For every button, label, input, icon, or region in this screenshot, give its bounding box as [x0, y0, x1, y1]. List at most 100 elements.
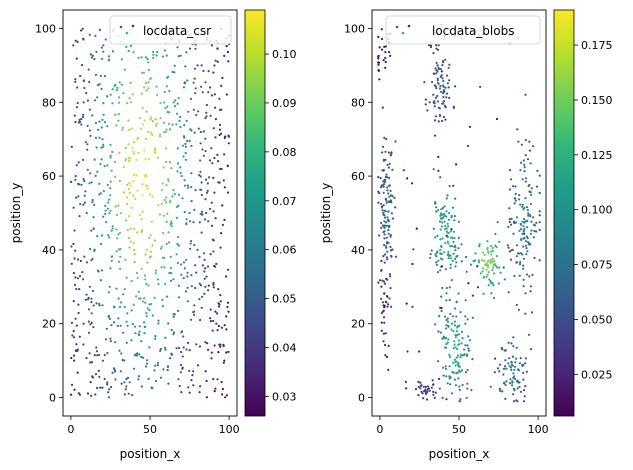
scatter-point — [143, 297, 146, 300]
scatter-point — [517, 198, 521, 201]
scatter-point — [138, 297, 141, 300]
scatter-point — [78, 393, 82, 396]
scatter-point — [449, 254, 452, 257]
scatter-point — [526, 237, 529, 240]
scatter-point — [137, 290, 140, 293]
scatter-point — [515, 216, 519, 219]
scatter-point — [453, 237, 456, 240]
scatter-point — [209, 317, 212, 320]
scatter-point — [176, 205, 179, 208]
scatter-point — [147, 61, 150, 64]
scatter-point — [516, 387, 519, 390]
scatter-point — [523, 236, 526, 239]
scatter-point — [387, 210, 390, 213]
scatter-point — [143, 332, 146, 335]
scatter-point — [464, 344, 467, 347]
scatter-point — [511, 185, 515, 188]
scatter-point — [385, 355, 389, 359]
scatter-point — [524, 362, 527, 365]
scatter-point — [169, 223, 172, 226]
scatter-point — [89, 53, 92, 56]
scatter-point — [447, 218, 450, 221]
scatter-point — [216, 47, 219, 50]
scatter-point — [74, 178, 77, 181]
scatter-point — [443, 104, 447, 107]
scatter-point — [142, 123, 145, 126]
scatter-point — [434, 115, 438, 118]
scatter-point — [481, 270, 484, 273]
scatter-point — [126, 324, 129, 327]
scatter-point — [515, 303, 518, 307]
scatter-point — [524, 312, 527, 315]
scatter-point — [150, 303, 153, 306]
scatter-point — [489, 261, 492, 264]
scatter-point — [163, 49, 166, 52]
scatter-point — [200, 193, 203, 197]
scatter-point — [209, 114, 212, 117]
scatter-point — [454, 85, 457, 88]
scatter-point — [70, 356, 73, 360]
scatter-point — [73, 229, 76, 232]
scatter-point — [449, 383, 452, 386]
scatter-point — [521, 178, 524, 181]
scatter-point — [476, 265, 479, 268]
scatter-point — [417, 385, 420, 389]
scatter-point — [206, 265, 210, 268]
scatter-point — [212, 286, 215, 289]
scatter-point — [90, 297, 93, 300]
scatter-point — [166, 110, 169, 114]
scatter-point — [176, 102, 179, 105]
scatter-point — [430, 386, 433, 389]
scatter-point — [115, 228, 118, 231]
scatter-point — [448, 298, 451, 302]
scatter-point — [222, 179, 225, 182]
scatter-point — [144, 81, 147, 85]
scatter-point — [200, 181, 203, 184]
scatter-point — [180, 273, 183, 276]
scatter-point — [457, 362, 460, 365]
scatter-point — [108, 388, 111, 391]
scatter-point — [141, 210, 144, 213]
scatter-point — [106, 183, 109, 187]
scatter-point — [201, 91, 204, 94]
scatter-point — [425, 398, 429, 401]
scatter-point — [435, 44, 438, 47]
scatter-point — [196, 248, 199, 251]
scatter-point — [86, 124, 89, 127]
scatter-point — [114, 341, 117, 344]
scatter-point — [183, 184, 186, 187]
scatter-point — [464, 322, 467, 325]
scatter-point — [383, 226, 386, 229]
scatter-point — [439, 84, 442, 88]
scatter-point — [389, 245, 392, 249]
scatter-point — [213, 344, 216, 347]
scatter-point — [177, 296, 181, 299]
scatter-point — [180, 391, 183, 394]
scatter-point — [529, 348, 533, 351]
scatter-point — [121, 126, 125, 129]
scatter-point — [440, 208, 443, 211]
scatter-point — [122, 331, 125, 334]
scatter-point — [102, 145, 105, 149]
scatter-point — [515, 261, 518, 264]
scatter-point — [120, 83, 123, 86]
scatter-point — [186, 139, 189, 143]
scatter-point — [135, 295, 138, 298]
scatter-point — [518, 274, 521, 277]
scatter-point — [445, 318, 448, 322]
scatter-point — [177, 193, 180, 196]
scatter-point — [452, 347, 455, 350]
scatter-point — [201, 295, 204, 298]
scatter-point — [148, 236, 151, 239]
scatter-point — [89, 247, 92, 250]
scatter-point — [429, 46, 433, 49]
scatter-point — [213, 390, 216, 393]
scatter-point — [382, 158, 385, 161]
scatter-point — [125, 378, 128, 381]
scatter-point — [176, 112, 179, 115]
colorbar-tick-label: 0.150 — [581, 94, 613, 107]
scatter-point — [455, 315, 458, 318]
scatter-point — [487, 271, 490, 274]
scatter-point — [454, 334, 457, 337]
scatter-point — [124, 258, 127, 261]
